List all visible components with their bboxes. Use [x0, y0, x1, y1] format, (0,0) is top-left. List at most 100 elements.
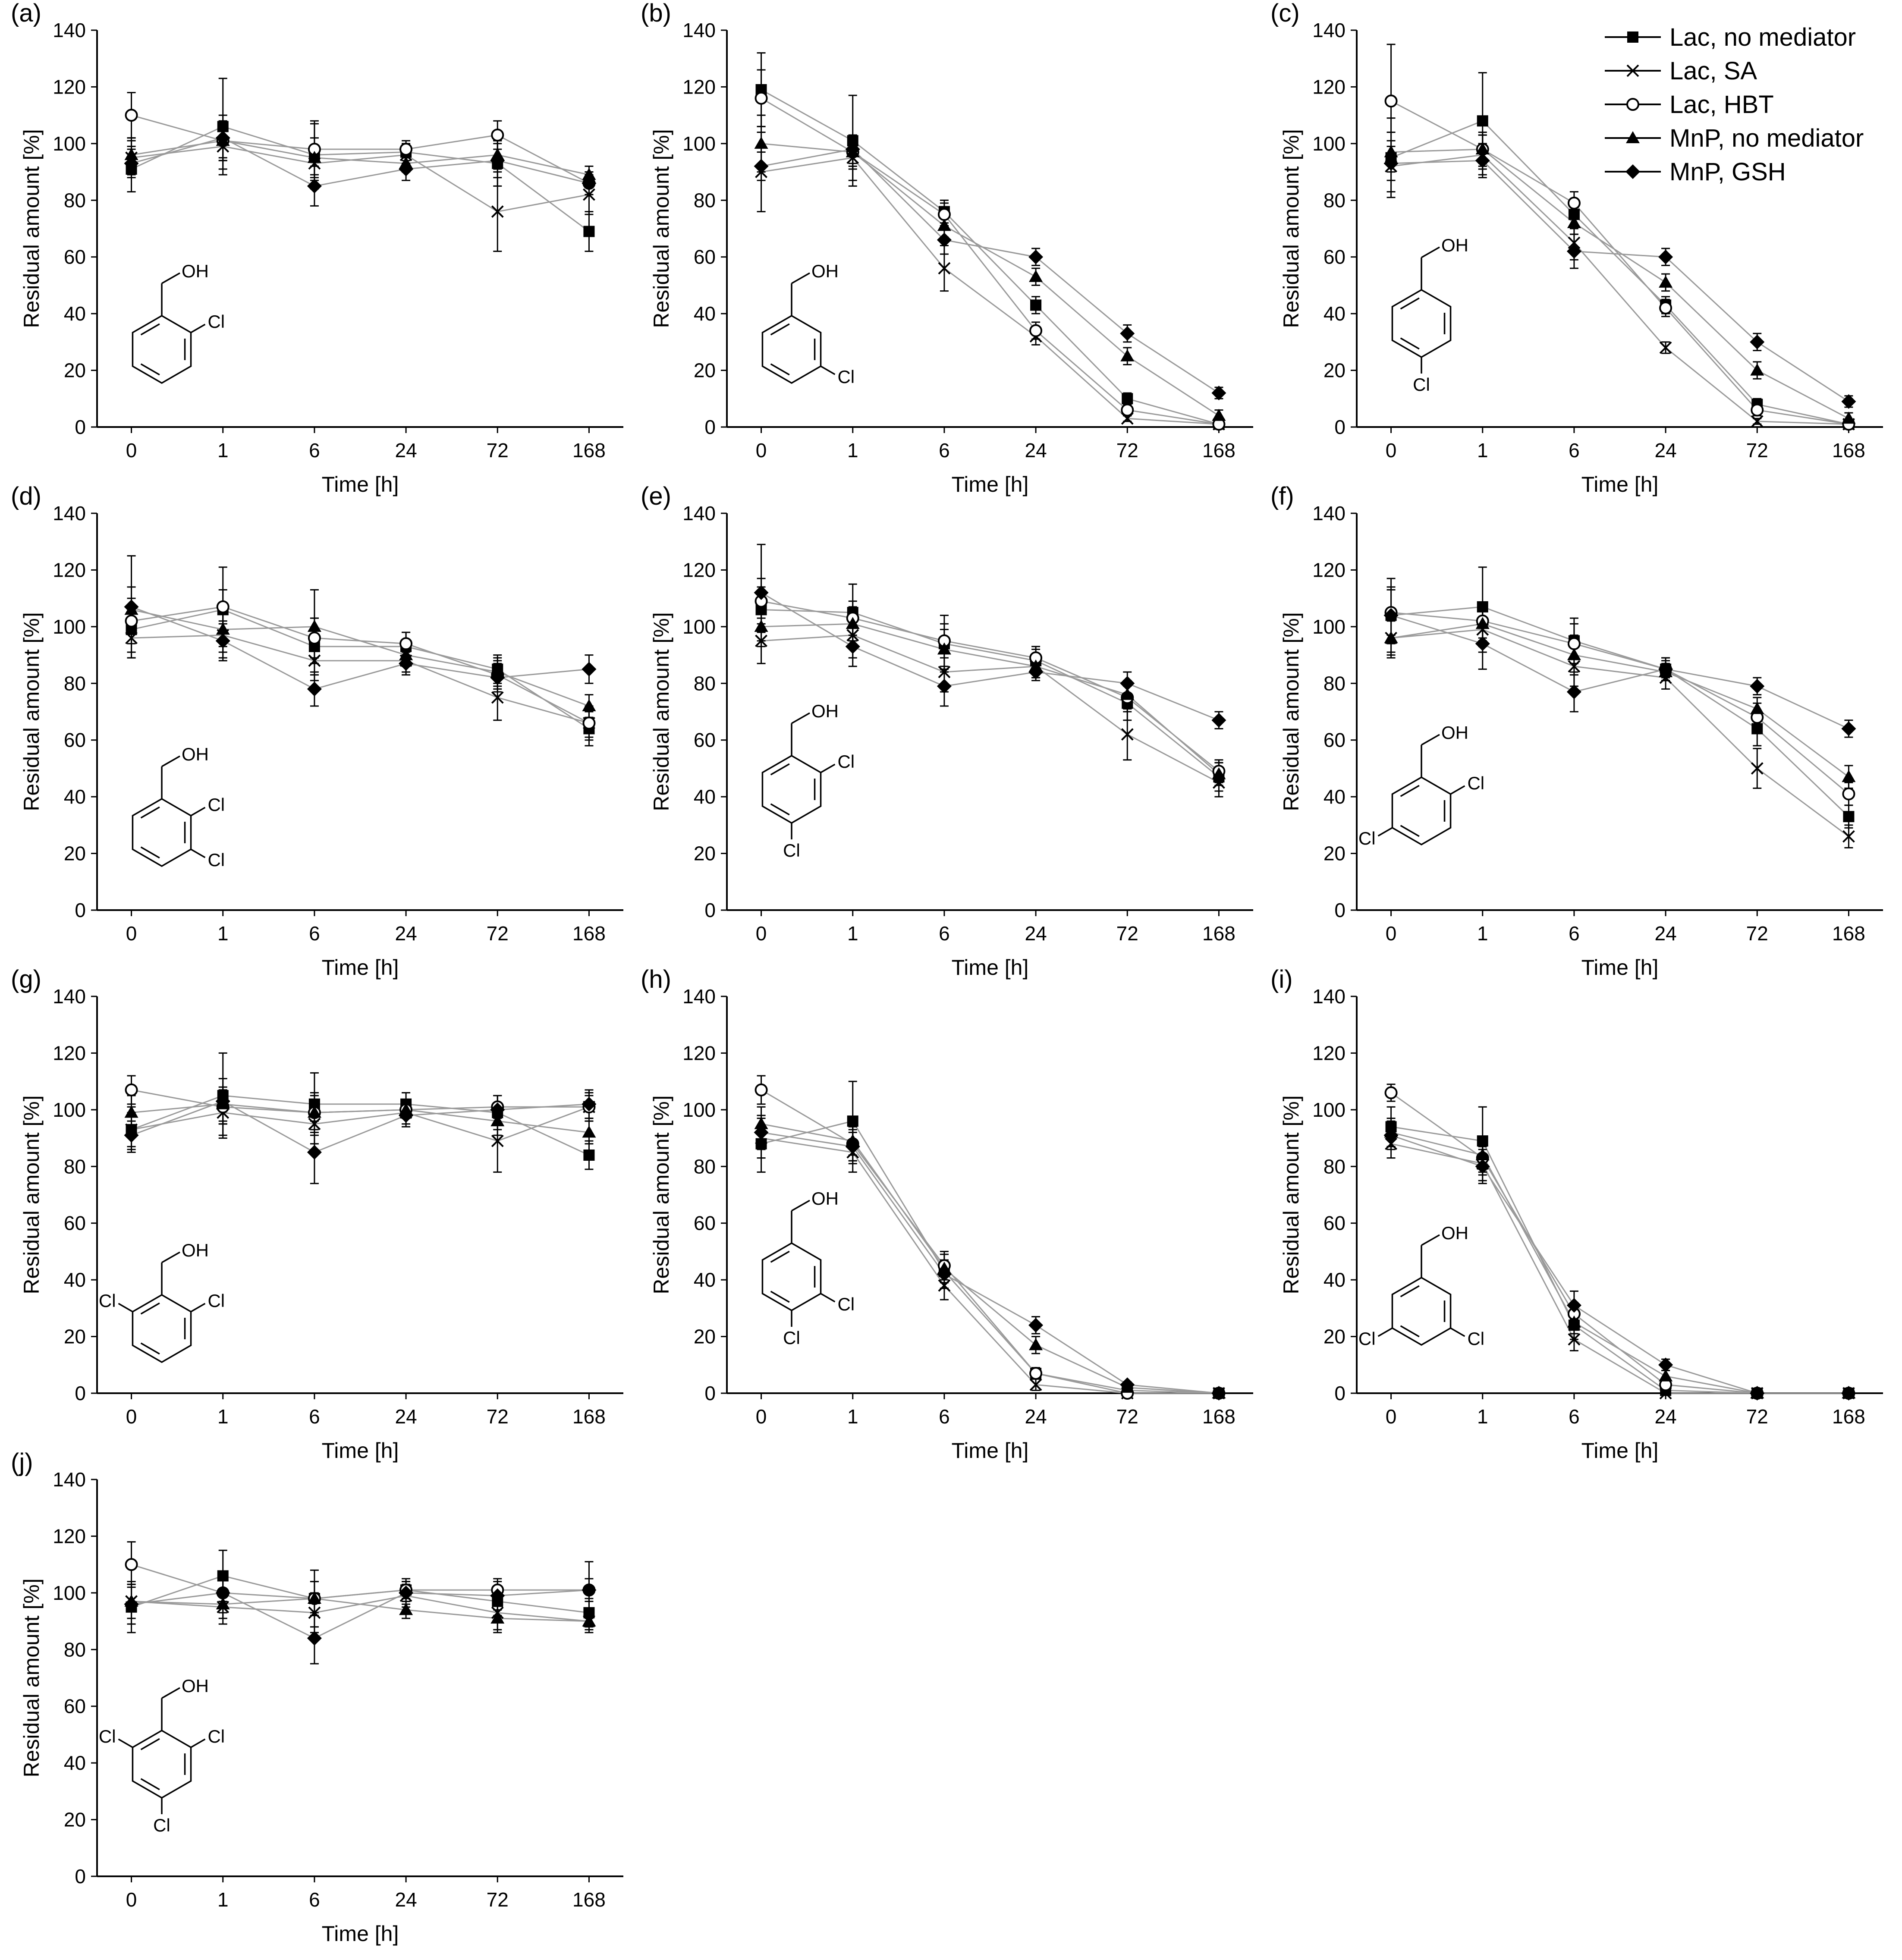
y-tick-label: 100 [53, 616, 86, 638]
y-tick-label: 80 [694, 189, 716, 211]
y-tick-label: 20 [64, 359, 86, 382]
series-line [1391, 120, 1849, 425]
chart-panel: 0 20 40 60 80 100 120 140 0 1 6 24 72 168 Time [h] Resi… [641, 965, 1253, 1463]
series-line [131, 145, 589, 213]
data-point [1385, 1137, 1397, 1150]
data-point [1842, 770, 1856, 782]
hydroxyl-label: OH [182, 744, 209, 764]
data-point [1120, 688, 1135, 700]
data-point [1568, 1333, 1581, 1346]
bond [190, 324, 206, 333]
benzene-ring [1391, 289, 1452, 358]
y-tick-label: 20 [1324, 359, 1346, 382]
y-tick-label: 80 [1324, 672, 1346, 694]
series-line [131, 1103, 589, 1133]
data-point [124, 1106, 138, 1118]
data-point [1750, 334, 1765, 349]
data-point [582, 1125, 596, 1138]
series-line [131, 1598, 589, 1622]
data-point [1028, 1318, 1044, 1333]
x-tick-label: 6 [1569, 1405, 1580, 1428]
chemical-structure: OH Cl [132, 261, 225, 384]
y-axis-label: Residual amount [%] [649, 612, 673, 811]
bond [1377, 1327, 1393, 1337]
double-bond [140, 1302, 160, 1315]
data-point [1477, 601, 1488, 612]
x-axis-label: Time [h] [322, 472, 399, 496]
bond [118, 1303, 133, 1313]
bond [161, 755, 180, 767]
chemical-structure: OH Cl Cl [132, 744, 225, 870]
legend-label: MnP, no mediator [1669, 124, 1864, 152]
y-tick-label: 120 [682, 75, 716, 98]
x-tick-label: 24 [1025, 922, 1047, 945]
x-tick-label: 0 [1386, 439, 1397, 462]
double-bond [140, 363, 160, 376]
data-point [754, 1117, 768, 1129]
y-tick-label: 80 [64, 189, 86, 211]
double-bond [140, 1778, 160, 1790]
benzene-ring [761, 754, 822, 824]
y-tick-label: 60 [64, 1695, 86, 1718]
y-tick-label: 140 [1312, 502, 1346, 525]
y-tick-label: 60 [64, 729, 86, 751]
data-point [845, 142, 860, 157]
y-axis-label: Residual amount [%] [1279, 1095, 1303, 1294]
data-point [125, 614, 138, 628]
series-line [761, 634, 1220, 783]
data-point [755, 1138, 767, 1150]
y-tick-label: 120 [53, 1525, 86, 1547]
chlorine-label: Cl [99, 1726, 116, 1746]
data-point [307, 682, 322, 697]
data-point [755, 634, 767, 647]
data-point [937, 1267, 952, 1282]
chlorine-label: Cl [99, 1291, 116, 1311]
chart-panel: 0 20 40 60 80 100 120 140 0 1 6 24 72 168 Time [h] Resi… [641, 482, 1253, 980]
y-tick-label: 60 [694, 246, 716, 268]
x-tick-label: 168 [572, 922, 606, 945]
series-line [131, 1595, 589, 1622]
data-point [1475, 142, 1490, 154]
hydroxyl-label: OH [1441, 722, 1468, 743]
series-line [131, 1106, 589, 1142]
data-point [490, 1588, 505, 1603]
bond [118, 1738, 133, 1748]
data-point [125, 1083, 138, 1096]
data-point [1475, 636, 1490, 651]
data-point [1383, 608, 1399, 623]
y-tick-label: 100 [682, 132, 716, 155]
legend-label: Lac, HBT [1669, 91, 1774, 119]
x-tick-label: 0 [756, 922, 767, 945]
x-tick-label: 168 [1832, 1405, 1865, 1428]
x-tick-label: 168 [1832, 922, 1865, 945]
bond [791, 1200, 810, 1212]
y-axis-label: Residual amount [%] [1279, 612, 1303, 811]
y-tick-label: 60 [694, 1212, 716, 1234]
panel-label: (c) [1270, 0, 1300, 27]
data-point [1658, 1357, 1673, 1373]
data-point [1659, 302, 1673, 314]
data-point [1842, 830, 1855, 843]
data-point [1658, 249, 1673, 264]
data-point [1030, 299, 1042, 311]
data-point [490, 1102, 505, 1117]
legend-item: MnP, GSH [1605, 158, 1786, 186]
chemical-structure: OH Cl [1391, 235, 1468, 395]
data-point [1122, 393, 1133, 405]
x-tick-label: 1 [847, 922, 858, 945]
data-point [490, 1611, 505, 1624]
bond [1421, 734, 1440, 746]
series-line [1391, 1126, 1849, 1394]
bond [1421, 246, 1440, 258]
data-point [1477, 115, 1488, 127]
x-axis-label: Time [h] [952, 1439, 1029, 1463]
y-tick-label: 40 [64, 302, 86, 325]
data-point [215, 633, 230, 648]
y-tick-label: 120 [1312, 1042, 1346, 1064]
data-point [754, 136, 768, 149]
legend-label: Lac, SA [1669, 57, 1757, 85]
data-point [215, 1585, 230, 1600]
bond [161, 1687, 180, 1699]
x-tick-label: 1 [217, 439, 229, 462]
